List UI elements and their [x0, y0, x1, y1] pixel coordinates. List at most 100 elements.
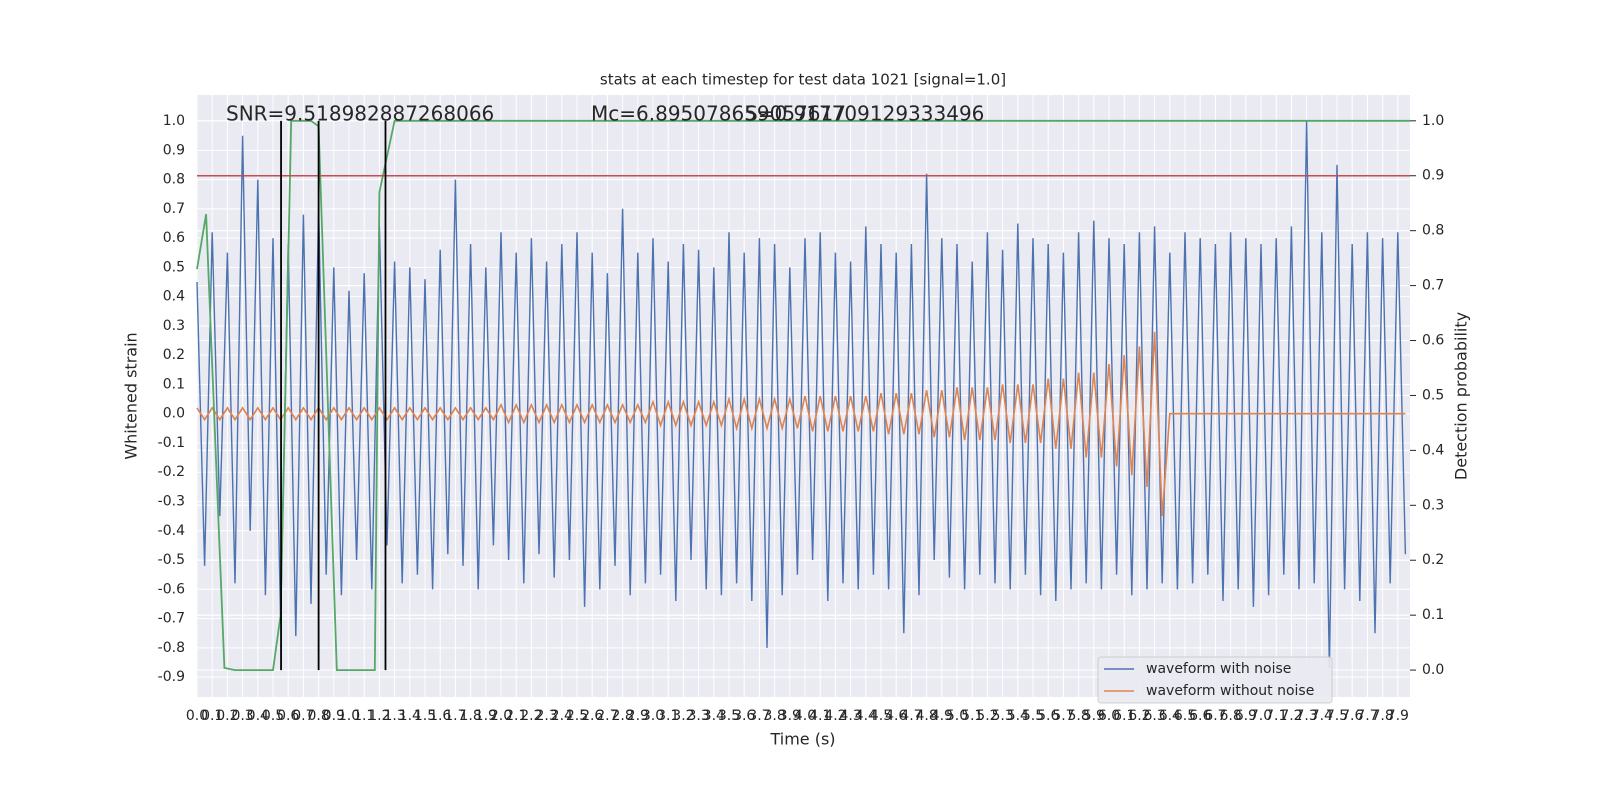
x-tick-label: 6.1 — [1113, 708, 1135, 724]
y2-tick-label: 0.9 — [1422, 168, 1444, 184]
x-tick-label: 4.5 — [870, 708, 892, 724]
x-tick-label: 4.1 — [809, 708, 831, 724]
x-tick-label: 1.0 — [338, 708, 360, 724]
x-tick-label: 7.3 — [1296, 708, 1318, 724]
series-line — [196, 120, 1407, 669]
annotation: SNR=9.518982887268066 — [226, 102, 494, 126]
x-tick-label: 0.0 — [186, 708, 208, 724]
x-tick-label: 7.4 — [1311, 708, 1333, 724]
y-tick-label: 0.2 — [163, 347, 185, 363]
x-tick-label: 0.5 — [262, 708, 284, 724]
y2-tick-label: 0.5 — [1422, 387, 1444, 403]
x-tick-label: 2.5 — [566, 708, 588, 724]
x-tick-label: 4.9 — [931, 708, 953, 724]
y-tick-label: 0.5 — [163, 259, 185, 275]
x-tick-label: 0.2 — [216, 708, 238, 724]
x-tick-label: 7.9 — [1387, 708, 1409, 724]
x-tick-label: 6.4 — [1159, 708, 1181, 724]
y-tick-label: 0.0 — [163, 406, 185, 422]
x-tick-label: 6.8 — [1220, 708, 1242, 724]
x-tick-label: 6.7 — [1204, 708, 1226, 724]
y-tick-label: 0.7 — [163, 201, 185, 217]
x-tick-label: 4.7 — [900, 708, 922, 724]
x-tick-label: 7.2 — [1280, 708, 1302, 724]
x-axis-label: Time (s) — [769, 730, 835, 749]
x-tick-label: 3.3 — [687, 708, 709, 724]
x-tick-label: 7.6 — [1341, 708, 1363, 724]
x-tick-label: 5.8 — [1067, 708, 1089, 724]
y-tick-label: 0.9 — [163, 142, 185, 158]
x-tick-label: 7.7 — [1356, 708, 1378, 724]
x-tick-label: 0.7 — [292, 708, 314, 724]
legend-label: waveform with noise — [1146, 661, 1291, 677]
y2-tick-label: 0.1 — [1422, 607, 1444, 623]
x-tick-label: 4.3 — [839, 708, 861, 724]
x-tick-label: 5.9 — [1083, 708, 1105, 724]
y2-tick-label: 0.4 — [1422, 442, 1444, 458]
x-tick-label: 5.5 — [1022, 708, 1044, 724]
x-tick-label: 2.4 — [551, 708, 573, 724]
legend-box — [1097, 656, 1333, 704]
y-tick-label: 0.6 — [163, 230, 185, 246]
x-tick-label: 7.5 — [1326, 708, 1348, 724]
y2-tick-label: 0.0 — [1422, 662, 1444, 678]
y-tick-label: -0.7 — [158, 611, 185, 627]
y-tick-label: -0.8 — [158, 640, 185, 656]
x-tick-label: 6.9 — [1235, 708, 1257, 724]
x-tick-label: 5.4 — [1007, 708, 1029, 724]
y-tick-label: 0.1 — [163, 376, 185, 392]
x-tick-label: 3.5 — [718, 708, 740, 724]
x-tick-label: 0.8 — [307, 708, 329, 724]
x-tick-label: 4.2 — [824, 708, 846, 724]
x-tick-label: 1.6 — [429, 708, 451, 724]
x-tick-label: 7.1 — [1265, 708, 1287, 724]
y-tick-label: -0.6 — [158, 581, 185, 597]
x-tick-label: 3.4 — [703, 708, 725, 724]
x-tick-label: 5.2 — [976, 708, 998, 724]
y2-tick-label: 0.3 — [1422, 497, 1444, 513]
chart-title: stats at each timestep for test data 102… — [600, 71, 1006, 89]
x-tick-label: 3.8 — [763, 708, 785, 724]
y2-tick-label: 1.0 — [1422, 113, 1444, 129]
y2-axis-label: Detection probability — [1452, 312, 1471, 480]
x-tick-label: 4.4 — [855, 708, 877, 724]
legend-label: waveform without noise — [1146, 683, 1314, 699]
x-tick-label: 5.3 — [991, 708, 1013, 724]
annotation: Mc=6.895078659057617 — [591, 102, 846, 126]
x-tick-label: 0.4 — [247, 708, 269, 724]
x-tick-label: 4.8 — [915, 708, 937, 724]
x-tick-label: 0.1 — [201, 708, 223, 724]
x-tick-label: 0.6 — [277, 708, 299, 724]
x-tick-label: 6.3 — [1143, 708, 1165, 724]
x-tick-label: 3.1 — [657, 708, 679, 724]
x-tick-label: 4.0 — [794, 708, 816, 724]
x-tick-label: 1.9 — [475, 708, 497, 724]
x-tick-label: 2.1 — [505, 708, 527, 724]
x-tick-label: 1.3 — [383, 708, 405, 724]
y2-tick-label: 0.7 — [1422, 278, 1444, 294]
y2-tick-label: 0.2 — [1422, 552, 1444, 568]
x-tick-label: 0.9 — [323, 708, 345, 724]
x-tick-label: 1.1 — [353, 708, 375, 724]
y-axis-label: Whitened strain — [122, 332, 141, 459]
x-tick-label: 4.6 — [885, 708, 907, 724]
x-tick-label: 2.8 — [611, 708, 633, 724]
y-tick-label: -0.1 — [158, 435, 185, 451]
x-tick-label: 7.0 — [1250, 708, 1272, 724]
x-tick-label: 2.2 — [520, 708, 542, 724]
x-tick-label: 2.6 — [581, 708, 603, 724]
x-tick-label: 1.2 — [368, 708, 390, 724]
y2-tick-label: 0.8 — [1422, 223, 1444, 239]
y-tick-label: 0.3 — [163, 318, 185, 334]
x-tick-label: 5.6 — [1037, 708, 1059, 724]
x-tick-label: 6.2 — [1128, 708, 1150, 724]
x-tick-label: 3.2 — [672, 708, 694, 724]
x-tick-label: 3.0 — [642, 708, 664, 724]
series-line — [196, 331, 1406, 517]
annotation: S=0.917709129333496 — [745, 102, 984, 126]
y-tick-label: -0.2 — [158, 464, 185, 480]
y-tick-label: -0.9 — [158, 669, 185, 685]
x-tick-label: 1.7 — [444, 708, 466, 724]
probability-line — [196, 119, 1410, 671]
